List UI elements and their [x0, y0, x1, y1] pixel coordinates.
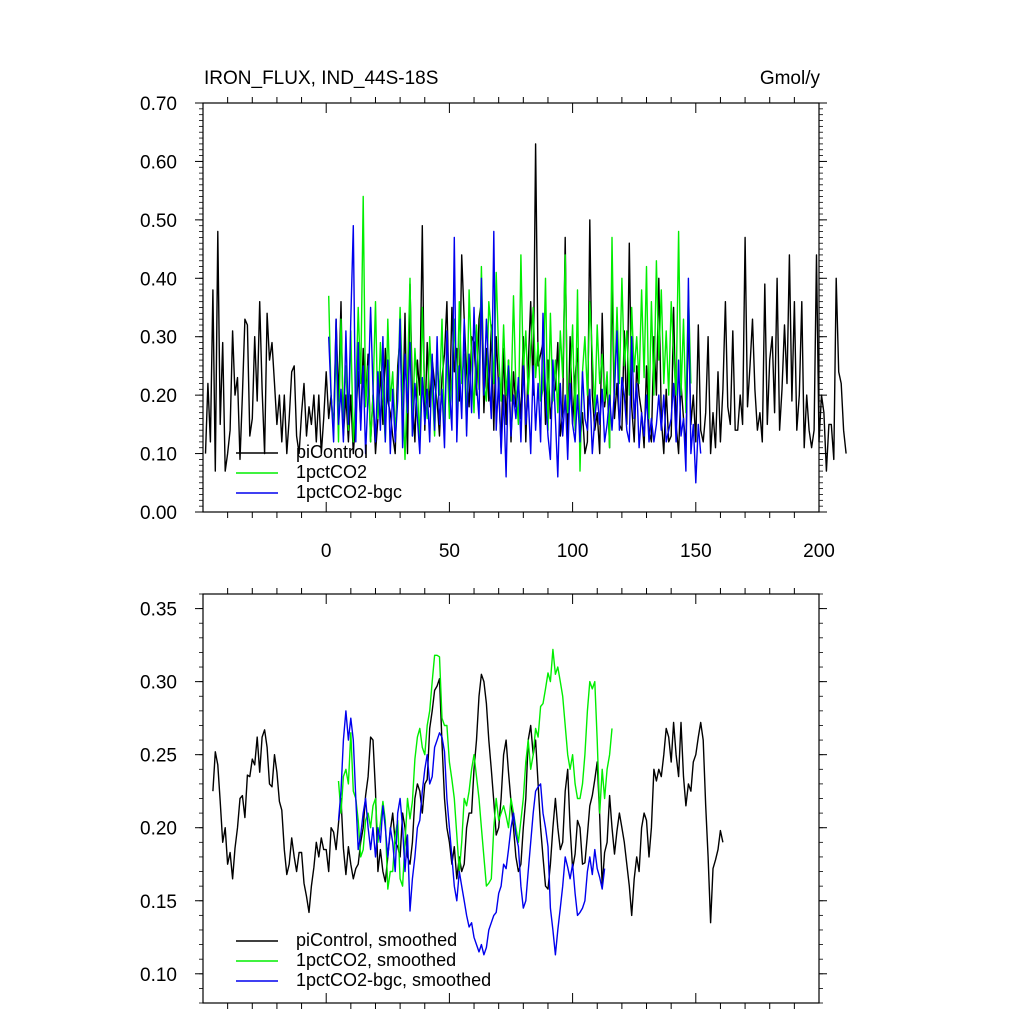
- series-line-1: [328, 195, 692, 472]
- x-tick-label: 150: [680, 541, 712, 562]
- y-tick-label: 0.20: [140, 386, 177, 407]
- top-series-layer: [204, 143, 847, 484]
- top-plot-frame: [202, 102, 820, 513]
- y-tick-label: 0.30: [140, 328, 177, 349]
- y-tick-label: 0.50: [140, 211, 177, 232]
- legend-label: piControl: [296, 442, 368, 462]
- y-tick-label: 0.25: [140, 746, 177, 767]
- bottom-plot-frame: [202, 593, 820, 1004]
- chart-title: IRON_FLUX, IND_44S-18S: [204, 68, 438, 89]
- y-tick-label: 0.10: [140, 965, 177, 986]
- y-tick-label: 0.60: [140, 152, 177, 173]
- y-tick-label: 0.00: [140, 503, 177, 524]
- series-line-0: [212, 673, 724, 924]
- y-tick-label: 0.40: [140, 269, 177, 290]
- series-line-2: [337, 710, 606, 956]
- x-tick-label: 100: [557, 541, 589, 562]
- bottom-axis-ticks: 0.10 0.15 0.20 0.25 0.30 0.35: [140, 588, 827, 1009]
- series-line-0: [204, 143, 847, 472]
- legend-label: piControl, smoothed: [296, 930, 457, 950]
- units-label: Gmol/y: [760, 68, 821, 89]
- y-tick-label: 0.70: [140, 94, 177, 115]
- x-tick-label: 0: [321, 541, 332, 562]
- y-tick-label: 0.35: [140, 600, 177, 621]
- legend-label: 1pctCO2: [296, 462, 367, 482]
- x-tick-label: 50: [439, 541, 460, 562]
- legend-label: 1pctCO2-bgc: [296, 482, 402, 502]
- bottom-series-layer: [212, 648, 724, 956]
- series-line-2: [328, 224, 702, 484]
- y-tick-label: 0.10: [140, 445, 177, 466]
- x-tick-label: 200: [803, 541, 835, 562]
- top-axis-ticks: 0 50 100 150 200 0.00 0.10 0.20 0.30 0.40 0.50 0.60…: [140, 94, 835, 562]
- y-tick-label: 0.30: [140, 673, 177, 694]
- legend-label: 1pctCO2, smoothed: [296, 950, 456, 970]
- y-tick-label: 0.20: [140, 819, 177, 840]
- y-tick-label: 0.15: [140, 892, 177, 913]
- top-panel: IRON_FLUX, IND_44S-18S Gmol/y 0 50 100 150 2…: [140, 68, 847, 562]
- legend-label: 1pctCO2-bgc, smoothed: [296, 970, 491, 990]
- bottom-panel: 0.10 0.15 0.20 0.25 0.30 0.35 piControl, smoo…: [140, 588, 827, 1009]
